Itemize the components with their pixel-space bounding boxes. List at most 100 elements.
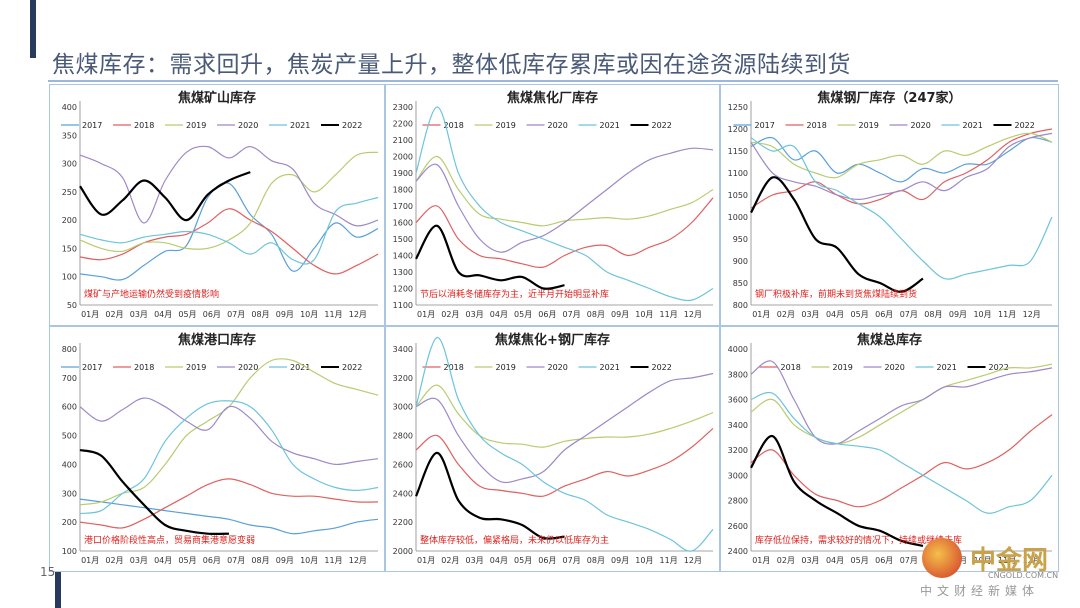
legend-label: 2022: [652, 121, 672, 130]
y-tick-label: 400: [62, 460, 77, 469]
y-tick-label: 800: [733, 301, 748, 310]
y-tick-label: 700: [62, 374, 77, 383]
x-tick-label: 02月: [441, 310, 459, 319]
legend-label: 2017: [82, 363, 102, 372]
x-tick-label: 01月: [81, 310, 99, 319]
chart-panel-4: 焦煤港口库存 100 200 300 400 500 600 700 800 01月 02月 03月 0…: [49, 326, 385, 572]
x-tick-label: 03月: [801, 556, 819, 565]
chart-annotation: 煤矿与产地运输仍然受到疫情影响: [84, 288, 219, 300]
y-tick-label: 2200: [393, 120, 413, 129]
x-tick-label: 02月: [105, 310, 123, 319]
x-tick-label: 07月: [563, 310, 581, 319]
x-tick-label: 11月: [324, 310, 342, 319]
x-tick-label: 08月: [587, 556, 605, 565]
series-line-2020: [415, 147, 714, 253]
legend-label: 2022: [342, 363, 362, 372]
y-tick-label: 900: [733, 257, 748, 266]
series-line-2021: [415, 106, 714, 302]
series-line-2021: [79, 400, 379, 515]
chart-svg-5: 焦煤焦化+钢厂库存 2000 2200 2400 2600 2800 3000 3200 340…: [393, 332, 714, 565]
x-tick-label: 05月: [514, 310, 532, 319]
y-tick-label: 1250: [728, 103, 748, 112]
series-line-2018: [79, 208, 379, 275]
legend-label: 2021: [290, 363, 310, 372]
y-tick-label: 200: [62, 518, 77, 527]
chart-annotation: 钢厂积极补库，前期未到货焦煤陆续到货: [755, 288, 917, 300]
brand-slogan: 中文财经新媒体: [920, 584, 1040, 598]
x-tick-label: 01月: [752, 310, 770, 319]
chart-panel-3: 焦煤钢厂库存（247家） 800 850 900 950 1000 1050 1100 1150…: [720, 84, 1059, 326]
x-tick-label: 07月: [563, 556, 581, 565]
page-number: 15: [40, 565, 56, 579]
y-tick-label: 3000: [728, 471, 748, 480]
series-line-2022: [79, 448, 230, 536]
legend-label: 2018: [444, 363, 464, 372]
x-tick-label: 12月: [1023, 556, 1041, 565]
y-tick-label: 1300: [393, 268, 413, 277]
x-tick-label: 03月: [801, 310, 819, 319]
series-line-2019: [750, 363, 1053, 445]
y-tick-label: 100: [62, 273, 77, 282]
brand-url: CNGOLD.COM.CN: [988, 571, 1059, 580]
y-tick-label: 600: [62, 403, 77, 412]
series-line-2018: [750, 128, 1053, 209]
x-tick-label: 04月: [826, 556, 844, 565]
x-tick-label: 04月: [154, 556, 172, 565]
x-tick-label: 11月: [660, 310, 678, 319]
x-tick-label: 02月: [441, 556, 459, 565]
y-tick-label: 1700: [393, 202, 413, 211]
legend-label: 2020: [548, 121, 568, 130]
x-tick-label: 03月: [466, 310, 484, 319]
x-tick-label: 05月: [514, 556, 532, 565]
legend-label: 2017: [82, 121, 102, 130]
chart-annotation: 港口价格阶段性高点，贸易商集港意愿变弱: [84, 534, 255, 546]
y-tick-label: 1500: [393, 235, 413, 244]
legend-label: 2019: [859, 121, 879, 130]
legend-label: 2018: [134, 363, 154, 372]
series-line-2019: [415, 384, 714, 448]
x-tick-label: 11月: [998, 310, 1016, 319]
y-tick-label: 2300: [393, 103, 413, 112]
legend-label: 2021: [290, 121, 310, 130]
x-tick-label: 09月: [276, 556, 294, 565]
chart-svg-4: 焦煤港口库存 100 200 300 400 500 600 700 800 01月 02月 03月 0…: [61, 332, 379, 565]
series-line-2021: [415, 336, 714, 552]
chart-title: 焦煤矿山库存: [177, 90, 256, 106]
series-line-2017: [79, 182, 379, 281]
chart-annotation: 库存低位保持，需求较好的情况下，持续或继续去库: [755, 534, 962, 546]
chart-svg-2: 焦煤焦化厂库存 1100 1200 1300 1400 1500 1600 1700 1800 1…: [393, 90, 714, 319]
series-line-2019: [415, 155, 714, 227]
x-tick-label: 04月: [490, 310, 508, 319]
y-tick-label: 3200: [728, 446, 748, 455]
y-tick-label: 1100: [393, 301, 413, 310]
y-tick-label: 1400: [393, 252, 413, 261]
chart-svg-1: 焦煤矿山库存 50 100 150 200 250 300 350 400 01月 02月 03月 04…: [61, 90, 379, 319]
chart-title: 焦煤总库存: [856, 332, 922, 348]
y-tick-label: 1050: [728, 191, 748, 200]
y-tick-label: 3000: [393, 403, 413, 412]
brand-name: 中金网: [970, 546, 1049, 576]
y-tick-label: 300: [62, 160, 77, 169]
x-tick-label: 03月: [466, 556, 484, 565]
x-tick-label: 04月: [154, 310, 172, 319]
y-tick-label: 1000: [728, 213, 748, 222]
chart-title: 焦煤钢厂库存（247家）: [816, 90, 961, 106]
series-line-2022: [414, 451, 565, 540]
x-tick-label: 06月: [203, 310, 221, 319]
legend-label: 2021: [600, 121, 620, 130]
y-tick-label: 100: [62, 547, 77, 556]
x-tick-label: 03月: [130, 556, 148, 565]
x-tick-label: 01月: [752, 556, 770, 565]
y-tick-label: 1200: [728, 125, 748, 134]
x-tick-label: 10月: [635, 556, 653, 565]
y-tick-label: 2000: [393, 153, 413, 162]
x-tick-label: 02月: [105, 556, 123, 565]
legend-label: 2020: [548, 363, 568, 372]
legend-label: 2022: [1015, 121, 1035, 130]
series-line-2018: [415, 427, 714, 498]
x-tick-label: 09月: [949, 310, 967, 319]
legend-label: 2020: [238, 121, 258, 130]
y-tick-label: 1900: [393, 169, 413, 178]
y-tick-label: 2600: [393, 460, 413, 469]
series-line-2020: [79, 397, 379, 466]
